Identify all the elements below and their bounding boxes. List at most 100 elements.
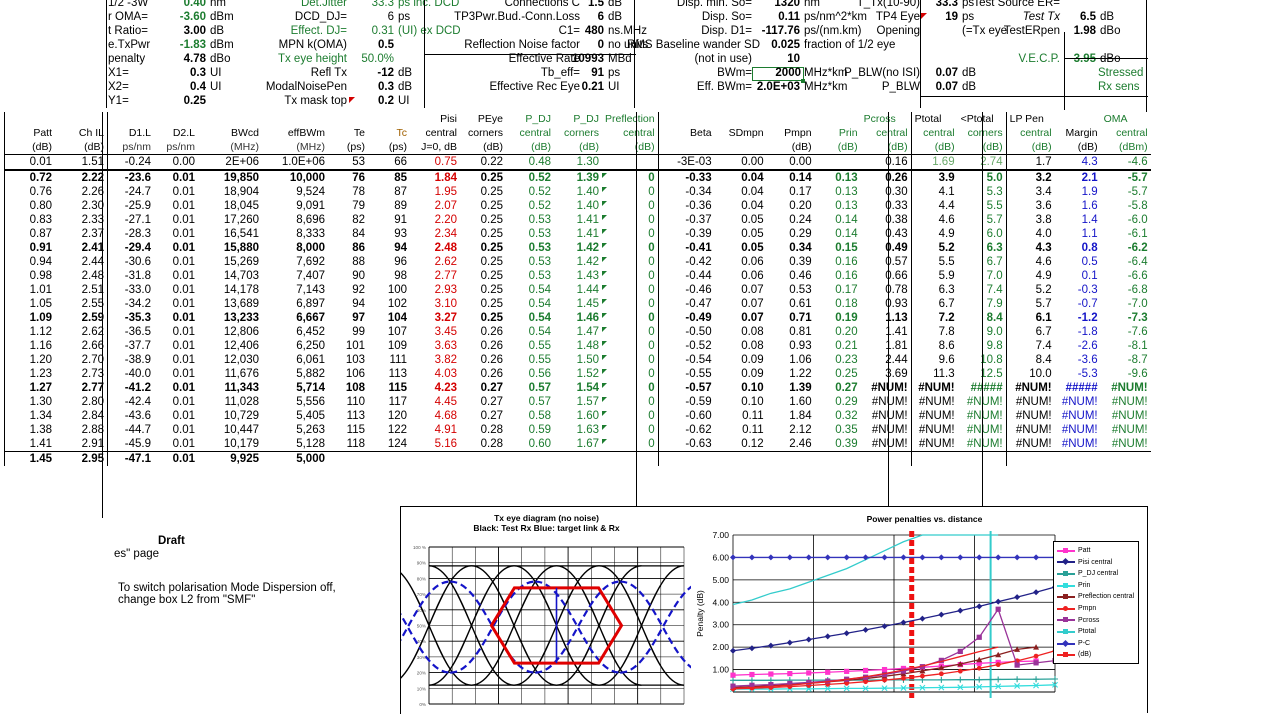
table-cell[interactable]: 87	[394, 186, 407, 198]
table-cell[interactable]: 2.44	[81, 256, 104, 268]
table-cell[interactable]: 3.10	[434, 298, 457, 310]
table-cell[interactable]: -0.63	[657, 437, 715, 452]
table-cell[interactable]: 0.91	[4, 241, 55, 255]
table-row[interactable]: 0.80 2.30 -25.9 0.01 18,045 9,091 79 89 2.07 0.25…	[4, 199, 1151, 213]
table-cell[interactable]: 4.9	[1005, 269, 1055, 283]
table-cell[interactable]: 0.28	[480, 424, 503, 436]
table-cell[interactable]	[715, 452, 767, 467]
table-cell[interactable]: -2.6	[1077, 340, 1098, 352]
table-cell[interactable]: 0.15	[835, 242, 858, 254]
table-cell[interactable]: 0.93	[885, 298, 908, 310]
selection-handle[interactable]	[801, 79, 805, 83]
table-cell[interactable]: 1.38	[4, 423, 55, 437]
table-cell[interactable]: 15,880	[223, 242, 259, 254]
table-cell[interactable]: 0.55	[528, 354, 551, 366]
table-cell[interactable]: 0.01	[172, 410, 195, 422]
header-cell[interactable]: Te	[353, 127, 365, 139]
table-cell[interactable]: 0.26	[480, 326, 503, 338]
header-cell[interactable]: corners	[563, 127, 599, 139]
table-cell[interactable]: -8.7	[1127, 354, 1148, 366]
table-cell[interactable]: 2.95	[81, 453, 104, 465]
table-cell[interactable]: 115	[388, 382, 407, 394]
param-c-value-5[interactable]: 91	[591, 67, 604, 79]
table-cell[interactable]: 2.91	[81, 438, 104, 450]
data-table-container[interactable]: Pisi PEye P_DJ P_DJ Preflection Pcross Ptotal <…	[0, 112, 1267, 518]
table-cell[interactable]: 0	[602, 311, 658, 325]
table-row[interactable]: 0.87 2.37 -28.3 0.01 16,541 8,333 84 93 2.34 0.25…	[4, 227, 1151, 241]
table-cell[interactable]: 2.73	[81, 368, 104, 380]
table-cell[interactable]: 0.53	[528, 270, 551, 282]
table-cell[interactable]: -0.37	[657, 213, 715, 227]
table-cell[interactable]: 1.34	[4, 409, 55, 423]
table-cell[interactable]: -0.7	[1077, 298, 1098, 310]
table-cell[interactable]: 10,729	[223, 410, 259, 422]
table-cell[interactable]: 5,714	[296, 382, 325, 394]
param-a-value-1[interactable]: -3.60	[179, 11, 206, 23]
table-cell[interactable]: 4.03	[434, 368, 457, 380]
table-cell[interactable]: -6.4	[1127, 256, 1148, 268]
group-header-cell[interactable]: Preflection	[605, 113, 655, 125]
param-a-value-5[interactable]: 0.3	[190, 67, 206, 79]
table-cell[interactable]: 0	[602, 423, 658, 437]
table-cell[interactable]: 0.10	[741, 382, 764, 394]
group-header-cell[interactable]	[368, 112, 410, 126]
param-b-value-4[interactable]: 50.0%	[361, 53, 394, 65]
table-cell[interactable]	[368, 452, 410, 467]
table-cell[interactable]: 1.84	[434, 172, 457, 184]
table-cell[interactable]: #NUM!	[966, 410, 1003, 422]
table-cell[interactable]: 0.30	[885, 186, 908, 198]
table-cell[interactable]: 7,407	[296, 270, 325, 282]
param-b-value-1[interactable]: 6	[387, 11, 394, 23]
table-cell[interactable]: #NUM!	[966, 424, 1003, 436]
unit-cell[interactable]: (MHz)	[262, 140, 328, 155]
header-cell[interactable]: SDmpn	[728, 127, 764, 139]
table-cell[interactable]: 0.13	[835, 200, 858, 212]
table-cell[interactable]: 1.06	[789, 354, 812, 366]
param-e-value-0[interactable]: 33.3	[935, 0, 958, 9]
table-cell[interactable]: 1.6	[1081, 200, 1098, 212]
table-cell[interactable]: 5.2	[1005, 283, 1055, 297]
table-cell[interactable]: -5.7	[1127, 186, 1148, 198]
table-cell[interactable]: 0.00	[154, 154, 198, 171]
table-cell[interactable]: 6,250	[296, 340, 325, 352]
unit-cell[interactable]: (dB)	[1005, 140, 1055, 155]
table-cell[interactable]: 2.30	[81, 200, 104, 212]
table-cell[interactable]	[657, 451, 715, 466]
table-cell[interactable]: 0.01	[172, 368, 195, 380]
table-cell[interactable]: 0.53	[528, 256, 551, 268]
table-cell[interactable]: 2.12	[789, 424, 812, 436]
table-cell[interactable]	[767, 452, 815, 467]
param-b-value-6[interactable]: 0.3	[378, 81, 394, 93]
table-cell[interactable]: 2.62	[434, 256, 457, 268]
table-cell[interactable]: 1.1	[1081, 228, 1098, 240]
unit-cell[interactable]: (dB)	[910, 140, 958, 155]
table-cell[interactable]: 2.55	[81, 298, 104, 310]
table-cell[interactable]: 0.23	[835, 354, 858, 366]
table-cell[interactable]: -31.8	[107, 269, 154, 283]
table-row[interactable]: 1.34 2.84 -43.6 0.01 10,729 5,405 113 120 4.68 0.…	[4, 409, 1151, 423]
table-cell[interactable]: 97	[352, 312, 365, 324]
table-cell[interactable]: 82	[352, 214, 365, 226]
table-cell[interactable]: 6.0	[986, 228, 1003, 240]
table-cell[interactable]: 0.09	[741, 354, 764, 366]
table-cell[interactable]: 0.61	[789, 298, 812, 310]
table-cell[interactable]: 7,143	[296, 284, 325, 296]
link-budget-table[interactable]: Pisi PEye P_DJ P_DJ Preflection Pcross Ptotal <…	[4, 112, 1151, 466]
table-cell[interactable]: 1.81	[885, 340, 908, 352]
table-cell[interactable]: 0.04	[741, 200, 764, 212]
table-cell[interactable]: 1.7	[1005, 154, 1055, 171]
param-c-value-6[interactable]: 0.21	[581, 81, 604, 93]
table-cell[interactable]: 0.21	[835, 340, 858, 352]
group-header-cell[interactable]: PEye	[477, 113, 503, 125]
table-cell[interactable]: 10.8	[980, 354, 1003, 366]
table-cell[interactable]: 4.9	[910, 227, 958, 241]
table-cell[interactable]: -7.6	[1127, 326, 1148, 338]
table-row[interactable]: 1.05 2.55 -34.2 0.01 13,689 6,897 94 102 3.10 0.2…	[4, 297, 1151, 311]
table-cell[interactable]: 10,179	[223, 438, 259, 450]
table-cell[interactable]: 0.49	[885, 242, 908, 254]
table-cell[interactable]: 2.22	[81, 172, 104, 184]
table-cell[interactable]: 0.10	[741, 396, 764, 408]
table-cell[interactable]: 104	[387, 312, 407, 324]
table-cell[interactable]: 0.14	[835, 228, 858, 240]
table-cell[interactable]: 0.28	[480, 438, 503, 450]
